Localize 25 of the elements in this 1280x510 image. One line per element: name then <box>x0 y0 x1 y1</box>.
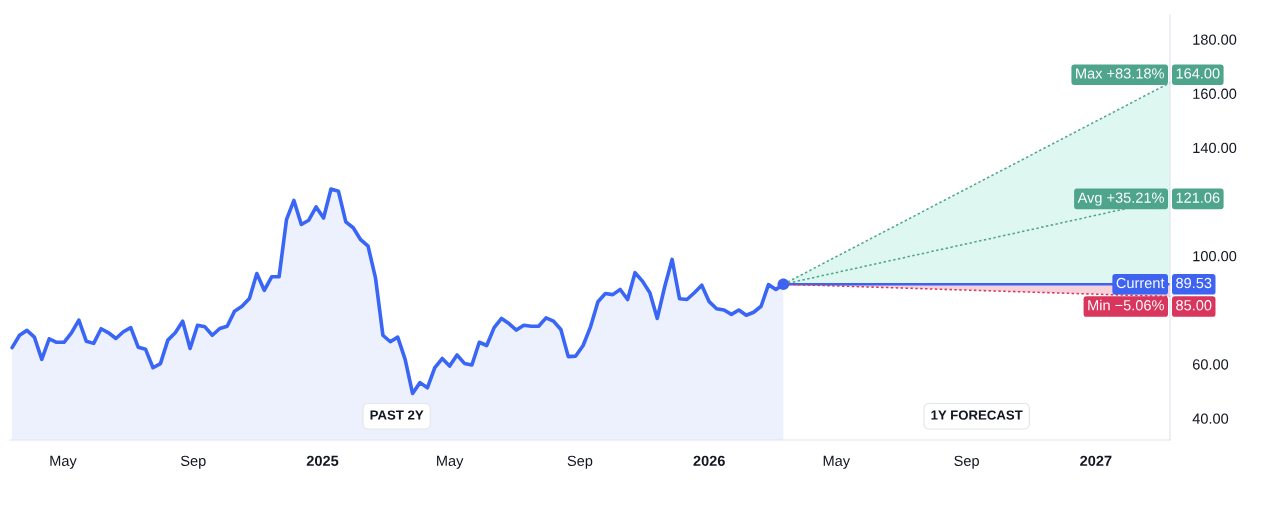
y-tick-label: 60.00 <box>1192 359 1229 370</box>
x-tick-label: Sep <box>180 455 206 469</box>
y-tick-label: 180.00 <box>1193 34 1237 45</box>
x-tick-label: 2027 <box>1080 455 1112 466</box>
x-tick-label: May <box>823 455 851 469</box>
x-tick-label: May <box>437 455 464 469</box>
legend-label: Max +83.18% <box>1076 68 1164 79</box>
annotation: PAST 2Y <box>370 410 424 420</box>
data-label: 89.53 <box>1176 277 1212 289</box>
y-tick-label: 100.00 <box>1193 251 1237 262</box>
data-label: 85.00 <box>1176 300 1212 311</box>
legend-label: Avg +35.21% <box>1077 192 1164 206</box>
y-tick-label: 160.00 <box>1193 88 1237 99</box>
data-label: 164.00 <box>1176 68 1220 79</box>
x-tick-label: Sep <box>954 455 979 469</box>
legend-label: Min −5.06% <box>1088 299 1164 311</box>
x-tick-label: 2025 <box>306 455 339 466</box>
y-tick-label: 140.00 <box>1193 142 1237 154</box>
data-label: 121.06 <box>1176 192 1220 203</box>
x-tick-label: Sep <box>567 455 593 469</box>
x-tick-label: May <box>50 455 77 469</box>
y-tick-label: 40.00 <box>1192 413 1229 424</box>
annotation: 1Y FORECAST <box>931 410 1023 420</box>
legend-label: Current <box>1116 277 1165 289</box>
x-tick-label: 2026 <box>693 455 725 466</box>
